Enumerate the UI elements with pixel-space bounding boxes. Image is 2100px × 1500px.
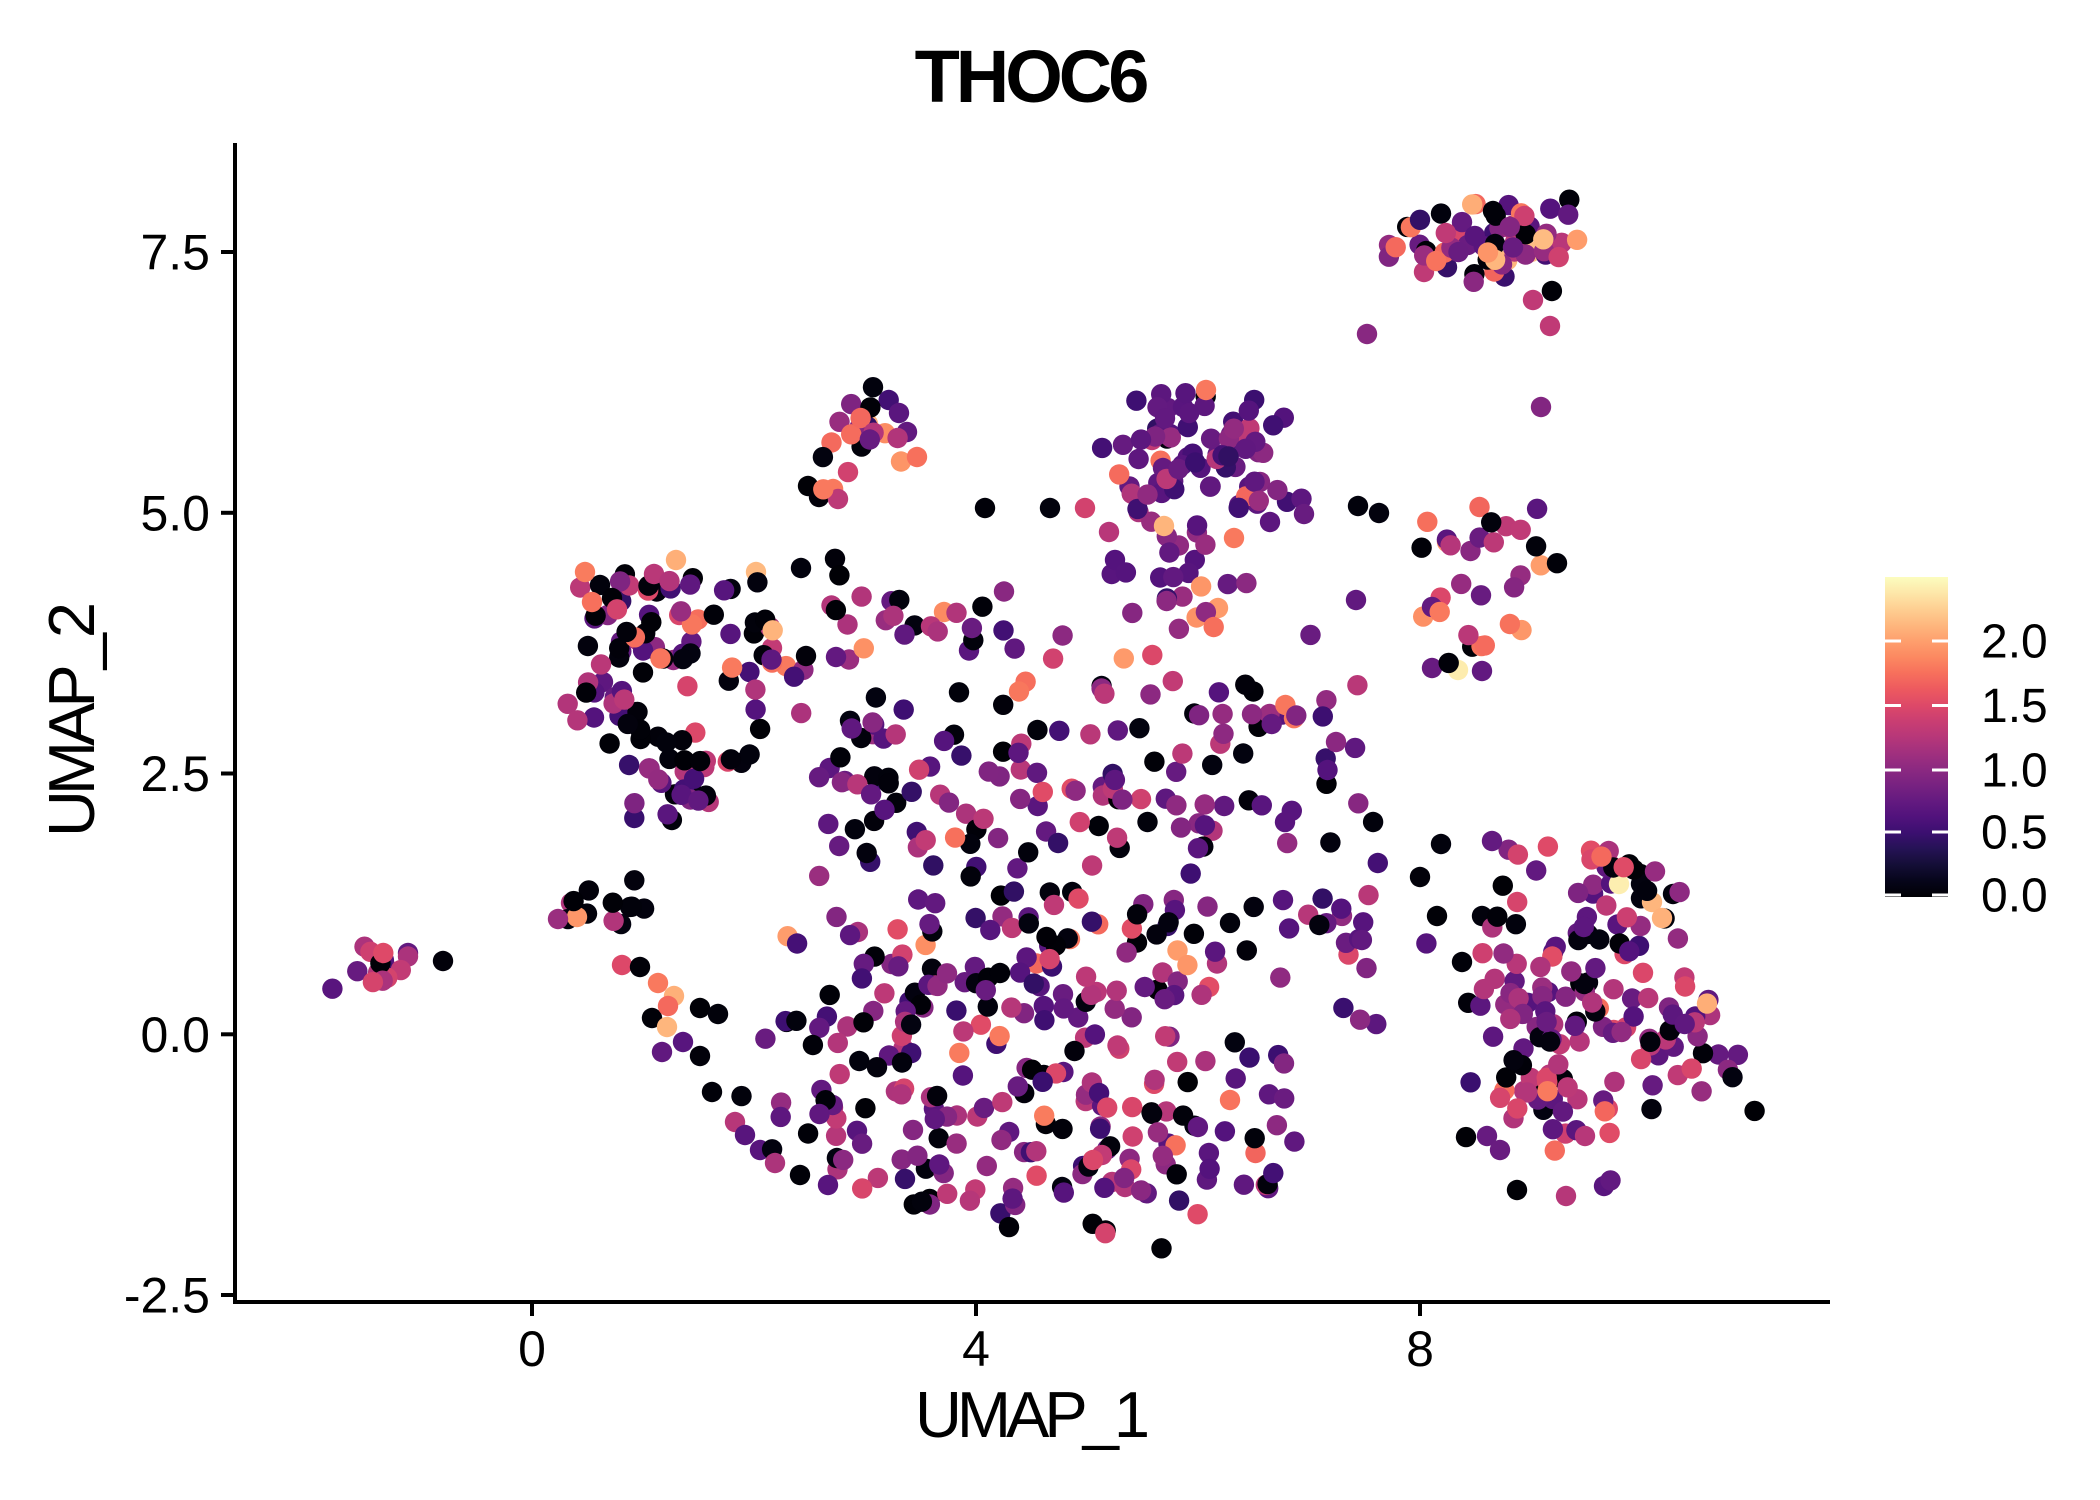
svg-text:4: 4 bbox=[962, 1321, 990, 1377]
svg-text:-2.5: -2.5 bbox=[124, 1268, 210, 1324]
svg-text:0.0: 0.0 bbox=[1981, 870, 2048, 923]
svg-text:0.5: 0.5 bbox=[1981, 807, 2048, 860]
svg-text:2.5: 2.5 bbox=[140, 746, 210, 802]
svg-text:7.5: 7.5 bbox=[140, 225, 210, 281]
svg-text:0: 0 bbox=[518, 1321, 546, 1377]
svg-text:0.0: 0.0 bbox=[140, 1007, 210, 1063]
svg-text:8: 8 bbox=[1406, 1321, 1434, 1377]
svg-text:UMAP_2: UMAP_2 bbox=[35, 605, 108, 837]
svg-text:UMAP_1: UMAP_1 bbox=[915, 1378, 1147, 1451]
svg-text:2.0: 2.0 bbox=[1981, 616, 2048, 669]
svg-text:THOC6: THOC6 bbox=[915, 35, 1148, 118]
svg-text:5.0: 5.0 bbox=[140, 485, 210, 541]
svg-text:1.0: 1.0 bbox=[1981, 745, 2048, 798]
svg-text:1.5: 1.5 bbox=[1981, 680, 2048, 733]
